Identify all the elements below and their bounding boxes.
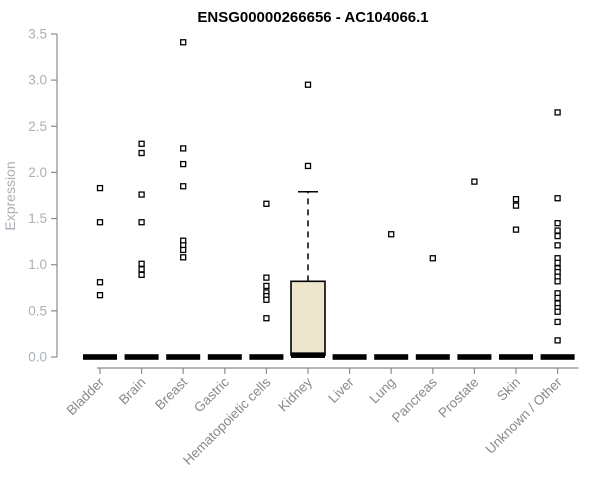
x-tick-label-gastric: Gastric [191, 374, 232, 415]
x-tick-label-kidney: Kidney [275, 374, 315, 414]
outlier-point [96, 184, 104, 192]
y-tick-label: 0.0 [28, 350, 47, 365]
boxplot-hematopoietic-cells [249, 200, 284, 360]
boxplot-brain [124, 140, 159, 360]
outlier-point [138, 191, 145, 198]
collapsed-box-median [83, 354, 117, 360]
outlier-point [180, 183, 187, 190]
outlier-point [429, 255, 436, 262]
y-tick-label: 0.5 [28, 303, 47, 318]
x-tick-label-pancreas: Pancreas [389, 374, 440, 425]
outlier-point [180, 39, 187, 46]
outlier-point [554, 308, 561, 315]
outlier-point [304, 81, 312, 88]
outlier-point [263, 282, 270, 290]
outlier-point [263, 200, 270, 207]
outlier-point [263, 296, 270, 303]
plot-area: 0.0 0.5 1.0 1.5 2.0 2.5 3.0 3.5 Bladder Brain Brea… [28, 26, 579, 468]
outlier-point [554, 195, 561, 202]
y-tick-label: 2.0 [28, 165, 47, 180]
y-tick-label: 3.0 [28, 73, 47, 88]
x-tick-label-bladder: Bladder [64, 374, 108, 418]
x-tick-label-breast: Breast [152, 374, 190, 412]
outlier-point [554, 337, 561, 344]
collapsed-box-median [124, 354, 159, 360]
collapsed-box-median [457, 354, 492, 360]
x-tick-label-skin: Skin [494, 375, 523, 404]
chart-title: ENSG00000266656 - AC104066.1 [197, 9, 428, 26]
boxplot-skin [499, 196, 533, 360]
outlier-point [263, 315, 270, 322]
outlier-point [554, 259, 561, 267]
boxplot-breast [166, 39, 201, 360]
box [290, 280, 326, 356]
outlier-point [554, 232, 561, 240]
outlier-point [512, 202, 520, 209]
outlier-point [96, 279, 104, 286]
collapsed-box-median [415, 354, 450, 360]
outlier-point [388, 231, 395, 238]
x-tick-label-prostate: Prostate [435, 375, 481, 421]
outlier-point [180, 246, 187, 254]
outlier-point [554, 220, 561, 227]
x-tick-label-lung: Lung [366, 375, 398, 407]
outlier-point [512, 226, 520, 233]
outlier-point [554, 278, 561, 285]
outlier-point [138, 140, 145, 147]
y-tick-label: 2.5 [28, 119, 47, 134]
outlier-point [96, 219, 104, 226]
outlier-point [138, 149, 145, 157]
boxplot-kidney [290, 81, 326, 358]
x-tick-label-unknown-other: Unknown / Other [482, 374, 565, 457]
boxplot-lung [374, 231, 409, 360]
outlier-point [554, 294, 561, 302]
outlier-point [263, 274, 270, 281]
outlier-point [554, 242, 561, 249]
collapsed-box-median [166, 354, 201, 360]
y-tick-label: 1.5 [28, 211, 47, 226]
outlier-point [138, 266, 145, 273]
boxplot-gastric [207, 354, 242, 360]
x-tick-label-brain: Brain [116, 375, 149, 408]
boxplot-bladder [83, 184, 117, 360]
collapsed-box-median [374, 354, 409, 360]
collapsed-box-median [499, 354, 533, 360]
y-tick-label: 3.5 [28, 26, 47, 41]
y-axis: 0.0 0.5 1.0 1.5 2.0 2.5 3.0 3.5 [28, 26, 58, 365]
boxplot-liver [332, 354, 367, 360]
boxplot-pancreas [415, 255, 450, 360]
outlier-point [96, 292, 104, 299]
collapsed-box-median [207, 354, 242, 360]
outlier-point [512, 196, 520, 203]
outlier-point [180, 145, 187, 152]
outlier-point [180, 160, 187, 168]
outlier-point [554, 318, 561, 326]
outlier-point [138, 260, 145, 267]
outlier-point [554, 227, 561, 234]
outlier-point [138, 219, 145, 226]
collapsed-box-median [249, 354, 284, 360]
outlier-point [471, 178, 478, 185]
outlier-point [304, 162, 312, 170]
outlier-point [138, 271, 145, 279]
y-tick-label: 1.0 [28, 257, 47, 272]
outlier-point [554, 109, 561, 116]
boxplot-prostate [457, 178, 492, 360]
collapsed-box-median [540, 354, 575, 360]
outlier-point [180, 254, 187, 261]
median-line [291, 352, 325, 358]
boxplot-unknown-other [540, 109, 575, 360]
collapsed-box-median [332, 354, 367, 360]
x-tick-label-liver: Liver [325, 374, 357, 406]
y-axis-label: Expression [2, 161, 18, 230]
